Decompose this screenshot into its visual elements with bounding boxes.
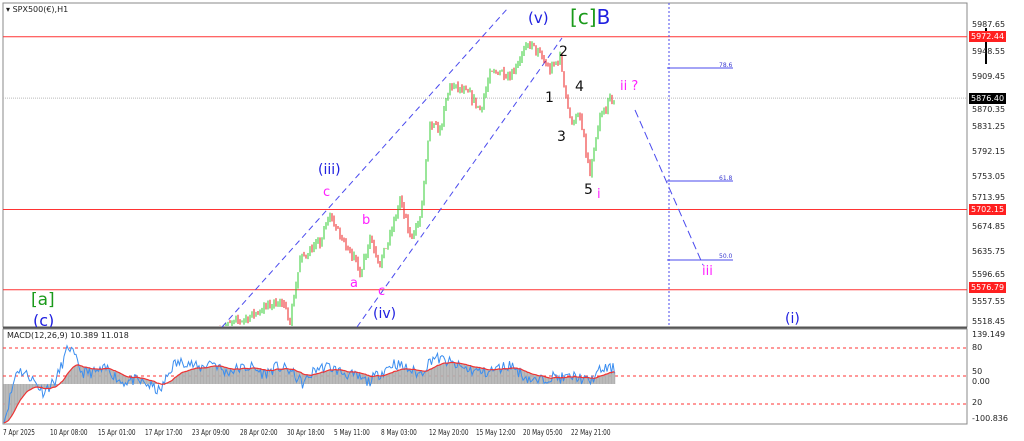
price-tick-label: 5674.85 xyxy=(972,222,1006,231)
level-tag-3: 5576.79 xyxy=(969,282,1007,293)
level-tag-1: 5972.44 xyxy=(969,31,1007,42)
wave-label-B: B xyxy=(596,5,611,29)
price-tick-label: 5909.45 xyxy=(972,72,1006,81)
wave-label-c-bracket: [c] xyxy=(570,5,597,29)
time-tick-label: 22 May 21:00 xyxy=(570,428,611,437)
time-tick-label: 15 May 12:00 xyxy=(476,428,516,437)
wave-label-v: (v) xyxy=(528,9,549,27)
macd-tick-label: -100.836 xyxy=(972,414,1008,423)
time-tick-label: 23 Apr 09:00 xyxy=(192,428,230,437)
price-tick-label: 5635.75 xyxy=(972,247,1006,256)
current-price-tag: 5876.40 xyxy=(969,93,1007,104)
price-tick-label: 5831.25 xyxy=(972,122,1006,131)
price-tick-label: 5792.15 xyxy=(972,147,1006,156)
wave-label-ii: ii ? xyxy=(620,79,639,94)
time-tick-label: 30 Apr 18:00 xyxy=(286,428,325,437)
time-tick-label: 28 Apr 02:00 xyxy=(239,428,278,437)
fib-label-50: 50.0 xyxy=(719,253,733,260)
time-tick-label: 17 Apr 17:00 xyxy=(144,428,183,437)
price-tick-label: 5518.45 xyxy=(972,317,1006,326)
scale-marker xyxy=(985,28,987,64)
wave-label-cB: [c]B xyxy=(570,7,610,27)
symbol-title-text: SPX500(€),H1 xyxy=(12,5,69,14)
wave-label-paren-i: (i) xyxy=(785,311,800,327)
wave-label-paren-c: (c) xyxy=(33,313,55,327)
fib-label-78: 78.6 xyxy=(719,62,733,69)
wave-label-1: 1 xyxy=(545,90,554,106)
channel-lines xyxy=(221,3,733,328)
wave-label-2: 2 xyxy=(559,44,568,60)
time-tick-label: 10 Apr 08:00 xyxy=(50,428,88,437)
wave-label-5: 5 xyxy=(584,182,593,198)
price-tick-label: 5753.05 xyxy=(972,172,1006,181)
price-tick-label: 5713.95 xyxy=(972,193,1006,202)
wave-label-4: 4 xyxy=(575,79,584,95)
fib-label-61: 61.8 xyxy=(719,175,733,182)
level-tag-2: 5702.15 xyxy=(969,204,1007,215)
price-tick-label: 5596.65 xyxy=(972,270,1006,279)
time-tick-label: 5 May 11:00 xyxy=(334,428,370,437)
wave-label-3: 3 xyxy=(557,129,566,145)
wave-label-i: i xyxy=(597,187,601,202)
wave-label-paren-iv: (iv) xyxy=(373,306,397,322)
time-tick-label: 15 Apr 01:00 xyxy=(97,428,136,437)
time-tick-label: 7 Apr 2025 xyxy=(3,428,35,437)
price-tick-label: 5987.65 xyxy=(972,20,1006,29)
macd-label: MACD(12,26,9) 10.389 11.018 xyxy=(7,331,129,340)
wave-label-iii: iii xyxy=(702,264,713,279)
candles xyxy=(219,41,615,326)
macd-tick-label: 139.149 xyxy=(972,330,1006,339)
wave-label-c-bottom: c xyxy=(378,284,386,299)
macd-signal-line xyxy=(3,361,615,424)
wave-label-c-top: c xyxy=(323,185,331,200)
wave-label-paren-iii: (iii) xyxy=(318,162,341,178)
price-tick-label: 5557.55 xyxy=(972,297,1006,306)
macd-tick-label: 20 xyxy=(972,398,983,407)
wave-label-bracket-a: [a] xyxy=(31,290,55,310)
price-tick-label: 5870.35 xyxy=(972,105,1006,114)
macd-tick-label: 50 xyxy=(972,367,983,376)
macd-indicator xyxy=(3,344,967,424)
symbol-title[interactable]: ▾ SPX500(€),H1 xyxy=(6,6,68,14)
dropdown-triangle-icon[interactable]: ▾ xyxy=(6,5,13,14)
main-chart-border xyxy=(2,2,968,328)
time-tick-label: 12 May 20:00 xyxy=(428,428,469,437)
channel-upper-line xyxy=(221,7,509,328)
time-tick-label: 20 May 05:00 xyxy=(523,428,563,437)
macd-tick-label: 80 xyxy=(972,343,983,352)
price-tick-label: 5948.55 xyxy=(972,47,1006,56)
macd-tick-label: 0.00 xyxy=(972,377,990,386)
wave-label-b: b xyxy=(362,213,371,228)
channel-lower-line xyxy=(356,37,563,328)
wave-label-a: a xyxy=(350,276,358,291)
time-tick-label: 8 May 03:00 xyxy=(381,428,418,437)
